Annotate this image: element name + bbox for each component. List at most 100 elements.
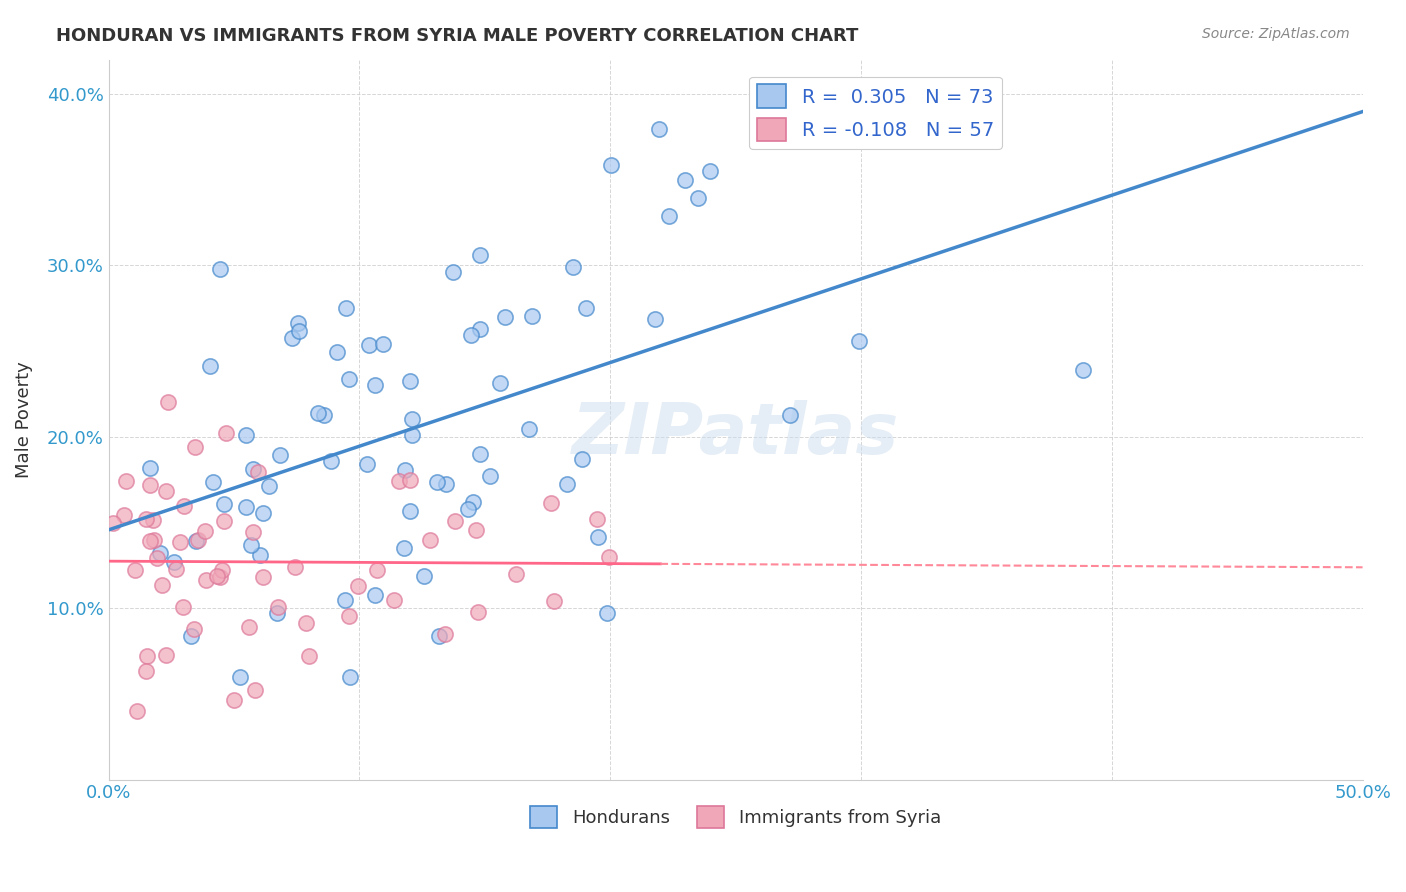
Point — [146, 551, 169, 566]
Point — [470, 447, 492, 461]
Point — [125, 704, 148, 718]
Point — [194, 524, 217, 538]
Point — [298, 648, 321, 663]
Point — [201, 475, 224, 490]
Point — [242, 461, 264, 475]
Point — [124, 563, 146, 577]
Point — [382, 593, 405, 607]
Point — [103, 516, 125, 530]
Point — [399, 473, 422, 487]
Point — [359, 338, 381, 352]
Point — [243, 683, 266, 698]
Point — [575, 301, 598, 315]
Point — [543, 594, 565, 608]
Legend: Hondurans, Immigrants from Syria: Hondurans, Immigrants from Syria — [523, 799, 948, 836]
Point — [505, 567, 527, 582]
Point — [186, 534, 208, 549]
Point — [240, 538, 263, 552]
Point — [165, 562, 187, 576]
Point — [139, 460, 162, 475]
Point — [457, 502, 479, 516]
Point — [686, 191, 709, 205]
Point — [555, 477, 578, 491]
Text: ZIPatlas: ZIPatlas — [572, 400, 900, 468]
Point — [284, 560, 307, 574]
Point — [489, 376, 512, 391]
Point — [280, 331, 302, 345]
Point — [198, 359, 221, 373]
Point — [142, 513, 165, 527]
Point — [180, 629, 202, 643]
Point — [394, 463, 416, 477]
Point — [136, 649, 159, 664]
Point — [434, 477, 457, 491]
Point — [347, 579, 370, 593]
Text: Source: ZipAtlas.com: Source: ZipAtlas.com — [1202, 27, 1350, 41]
Point — [266, 606, 288, 620]
Point — [235, 500, 257, 514]
Point — [155, 648, 177, 663]
Point — [242, 525, 264, 540]
Point — [269, 449, 291, 463]
Point — [371, 337, 394, 351]
Point — [419, 533, 441, 548]
Point — [644, 312, 666, 326]
Point — [247, 465, 270, 479]
Point — [150, 578, 173, 592]
Point — [156, 395, 179, 409]
Point — [596, 606, 619, 620]
Point — [267, 599, 290, 614]
Point — [229, 670, 252, 684]
Point — [699, 164, 721, 178]
Point — [224, 693, 246, 707]
Point — [460, 327, 482, 342]
Point — [586, 512, 609, 526]
Point — [441, 264, 464, 278]
Point — [598, 549, 620, 564]
Point — [212, 514, 235, 528]
Point — [673, 172, 696, 186]
Point — [586, 530, 609, 544]
Point — [173, 499, 195, 513]
Point — [252, 570, 274, 584]
Point — [339, 670, 361, 684]
Point — [388, 474, 411, 488]
Point — [335, 301, 357, 316]
Point — [135, 664, 157, 678]
Point — [517, 422, 540, 436]
Point — [779, 408, 801, 422]
Point — [211, 563, 233, 577]
Point — [479, 468, 502, 483]
Point — [172, 600, 194, 615]
Point — [571, 451, 593, 466]
Point — [215, 426, 238, 441]
Point — [364, 588, 387, 602]
Point — [467, 605, 489, 619]
Point — [138, 478, 160, 492]
Point — [364, 378, 387, 392]
Point — [149, 546, 172, 560]
Point — [135, 512, 157, 526]
Point — [312, 409, 335, 423]
Point — [142, 533, 165, 547]
Point — [139, 534, 162, 549]
Point — [443, 514, 465, 528]
Point — [249, 549, 271, 563]
Point — [207, 568, 229, 582]
Point — [1073, 363, 1095, 377]
Point — [335, 593, 357, 607]
Point — [848, 334, 870, 348]
Point — [399, 504, 422, 518]
Point — [401, 412, 423, 426]
Point — [648, 121, 671, 136]
Point — [112, 508, 135, 523]
Point — [238, 620, 260, 634]
Point — [392, 541, 415, 555]
Point — [434, 626, 457, 640]
Point — [427, 629, 450, 643]
Point — [115, 474, 138, 488]
Point — [399, 374, 422, 388]
Point — [208, 570, 231, 584]
Point — [366, 563, 388, 577]
Point — [183, 622, 205, 636]
